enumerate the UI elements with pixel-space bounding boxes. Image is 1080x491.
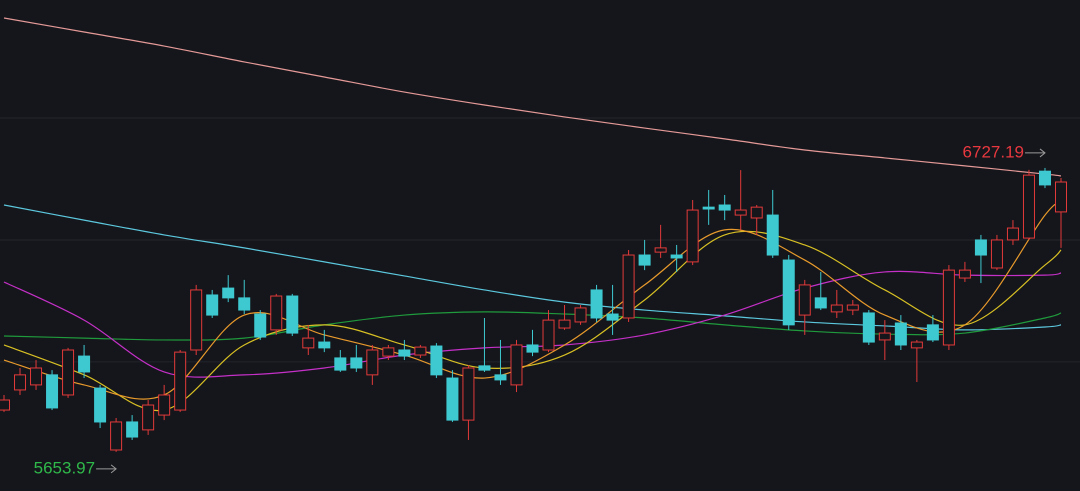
candle-body	[62, 349, 75, 396]
candle-body	[958, 269, 971, 279]
candle-body	[446, 377, 459, 421]
candle-body	[398, 349, 411, 357]
candle-body	[894, 322, 907, 346]
candle-body	[846, 304, 859, 311]
candle-body	[1022, 174, 1035, 239]
candle-body	[926, 324, 939, 341]
candle-body	[702, 206, 715, 210]
candle-body	[974, 239, 987, 256]
candle-body	[910, 341, 923, 349]
candle-body	[606, 313, 619, 321]
candle-body	[878, 332, 891, 341]
candle-body	[750, 206, 763, 219]
candle-body	[414, 346, 427, 356]
candle-body	[14, 374, 27, 391]
candle-body	[798, 284, 811, 316]
candle-body	[270, 295, 283, 331]
candle-body	[94, 387, 107, 423]
candle-body	[334, 357, 347, 371]
candle-body	[190, 289, 203, 351]
candle-body	[862, 312, 875, 343]
candle-body	[78, 355, 91, 373]
candle-body	[510, 344, 523, 386]
candle-body	[1006, 227, 1019, 241]
candle-body	[670, 254, 683, 259]
candle-body	[0, 399, 10, 411]
candle-body	[1038, 170, 1051, 186]
label-arrowhead	[110, 464, 117, 474]
candle-body	[654, 247, 667, 253]
candle-body	[686, 209, 699, 263]
candle-body	[574, 307, 587, 323]
candle-body	[782, 259, 795, 326]
candle-body	[350, 357, 363, 369]
candle-body	[302, 337, 315, 349]
moving-average-line	[3, 204, 1062, 331]
candle-body	[1055, 181, 1067, 213]
candle-body	[558, 319, 571, 329]
candle-body	[318, 341, 331, 349]
candle-body	[830, 304, 843, 313]
candle-body	[158, 394, 171, 416]
candle-body	[462, 367, 475, 421]
candle-body	[622, 254, 635, 319]
candle-body	[718, 204, 731, 211]
candle-body	[734, 209, 747, 216]
candle-body	[110, 421, 123, 451]
candle-body	[206, 294, 219, 316]
candle-body	[494, 374, 507, 381]
candle-body	[814, 297, 827, 309]
candle-body	[542, 319, 555, 351]
candle-body	[238, 297, 251, 311]
candle-body	[638, 254, 651, 266]
candle-body	[942, 269, 955, 346]
candle-body	[526, 344, 539, 353]
candle-body	[254, 313, 267, 338]
label-arrowhead	[1039, 148, 1046, 158]
candle-body	[478, 365, 491, 371]
extreme-label: 5653.97	[34, 458, 95, 477]
candle-body	[430, 345, 443, 376]
candle-body	[286, 295, 299, 334]
candle-body	[30, 367, 43, 386]
candle-body	[142, 404, 155, 431]
candle-body	[382, 347, 395, 357]
candle-body	[174, 351, 187, 411]
candle-body	[766, 214, 779, 256]
moving-average-line	[3, 230, 1062, 412]
candle-body	[366, 349, 379, 376]
candle-body	[590, 289, 603, 319]
extreme-label: 6727.19	[963, 142, 1024, 161]
candle-body	[990, 239, 1003, 269]
candle-body	[46, 374, 59, 409]
moving-average-line	[3, 17, 1062, 177]
candle-body	[222, 287, 235, 299]
candle-body	[126, 421, 139, 438]
